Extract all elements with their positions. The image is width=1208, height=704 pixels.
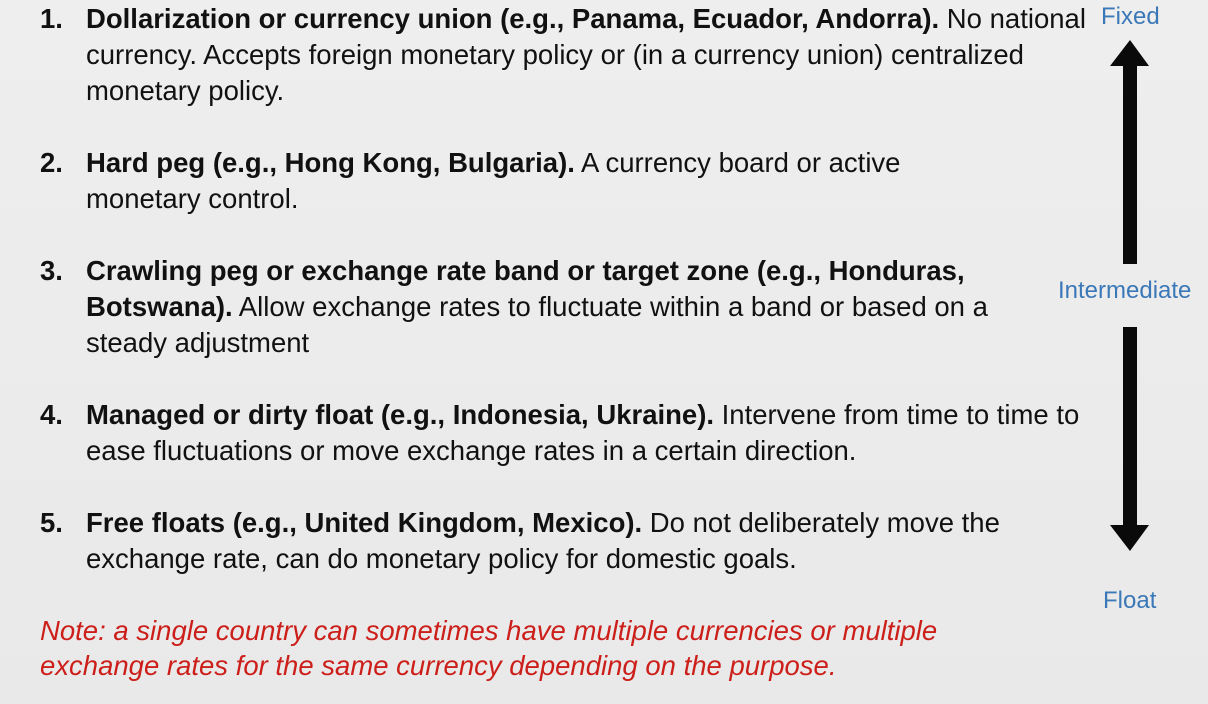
item-body: Managed or dirty float (e.g., Indonesia,…: [86, 397, 1086, 469]
item-heading: Managed or dirty float (e.g., Indonesia,…: [86, 399, 715, 430]
note-text: Note: a single country can sometimes hav…: [40, 615, 938, 681]
item-number: 2.: [40, 147, 63, 178]
item-number: 1.: [40, 3, 63, 34]
scale-label-float: Float: [1103, 587, 1157, 614]
item-body: Free floats (e.g., United Kingdom, Mexic…: [86, 505, 1046, 577]
item-description: Allow exchange rates to fluctuate within…: [86, 291, 988, 358]
item-body: Hard peg (e.g., Hong Kong, Bulgaria). A …: [86, 145, 986, 217]
scale-label-intermediate: Intermediate: [1058, 277, 1192, 304]
item-body: Crawling peg or exchange rate band or ta…: [86, 253, 1066, 361]
item-description: A currency board or active monetary cont…: [86, 147, 901, 214]
arrow-down-icon: [1110, 327, 1149, 551]
scale-label-fixed: Fixed: [1101, 3, 1160, 30]
item-body: Dollarization or currency union (e.g., P…: [86, 1, 1086, 109]
item-description: Intervene from time to time to ease fluc…: [86, 399, 1080, 466]
item-heading: Dollarization or currency union (e.g., P…: [86, 3, 940, 34]
item-number: 3.: [40, 255, 63, 286]
arrow-up-icon: [1110, 40, 1149, 264]
item-description: Do not deliberately move the exchange ra…: [86, 507, 1000, 574]
item-heading: Hard peg (e.g., Hong Kong, Bulgaria).: [86, 147, 575, 178]
item-heading: Free floats (e.g., United Kingdom, Mexic…: [86, 507, 643, 538]
item-heading: Crawling peg or exchange rate band or ta…: [86, 255, 965, 322]
item-description: No national currency. Accepts foreign mo…: [86, 3, 1086, 106]
item-number: 4.: [40, 399, 63, 430]
item-number: 5.: [40, 507, 63, 538]
